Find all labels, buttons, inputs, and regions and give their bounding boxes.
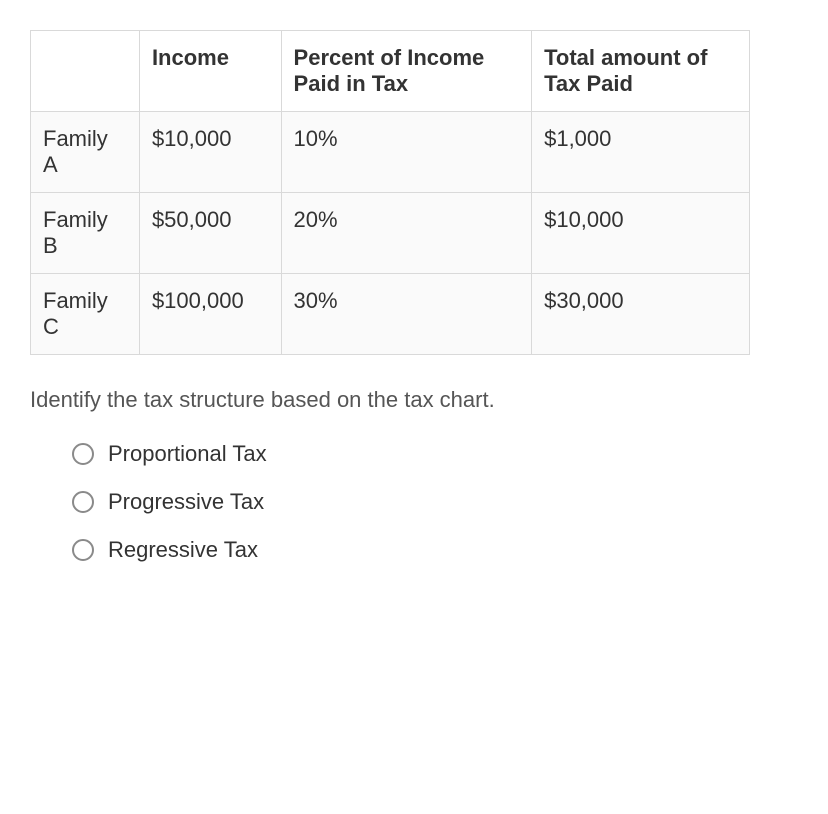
table-row: Family C $100,000 30% $30,000 [31,274,750,355]
table-row: Family B $50,000 20% $10,000 [31,193,750,274]
col-header-income: Income [139,31,281,112]
cell-income: $100,000 [139,274,281,355]
table-row: Family A $10,000 10% $1,000 [31,112,750,193]
question-text: Identify the tax structure based on the … [30,387,750,413]
cell-total: $30,000 [532,274,750,355]
radio-progressive[interactable] [72,491,94,513]
option-regressive[interactable]: Regressive Tax [72,537,798,563]
cell-percent: 20% [281,193,532,274]
option-label: Regressive Tax [108,537,258,563]
col-header-blank [31,31,140,112]
radio-proportional[interactable] [72,443,94,465]
option-progressive[interactable]: Progressive Tax [72,489,798,515]
tax-table: Income Percent of Income Paid in Tax Tot… [30,30,750,355]
cell-total: $1,000 [532,112,750,193]
col-header-total: Total amount of Tax Paid [532,31,750,112]
cell-family-name: Family B [31,193,140,274]
cell-total: $10,000 [532,193,750,274]
cell-family-name: Family A [31,112,140,193]
table-header-row: Income Percent of Income Paid in Tax Tot… [31,31,750,112]
radio-regressive[interactable] [72,539,94,561]
options-group: Proportional Tax Progressive Tax Regress… [30,441,798,563]
option-label: Progressive Tax [108,489,264,515]
cell-income: $50,000 [139,193,281,274]
option-proportional[interactable]: Proportional Tax [72,441,798,467]
cell-income: $10,000 [139,112,281,193]
cell-percent: 30% [281,274,532,355]
col-header-percent: Percent of Income Paid in Tax [281,31,532,112]
option-label: Proportional Tax [108,441,267,467]
cell-percent: 10% [281,112,532,193]
cell-family-name: Family C [31,274,140,355]
